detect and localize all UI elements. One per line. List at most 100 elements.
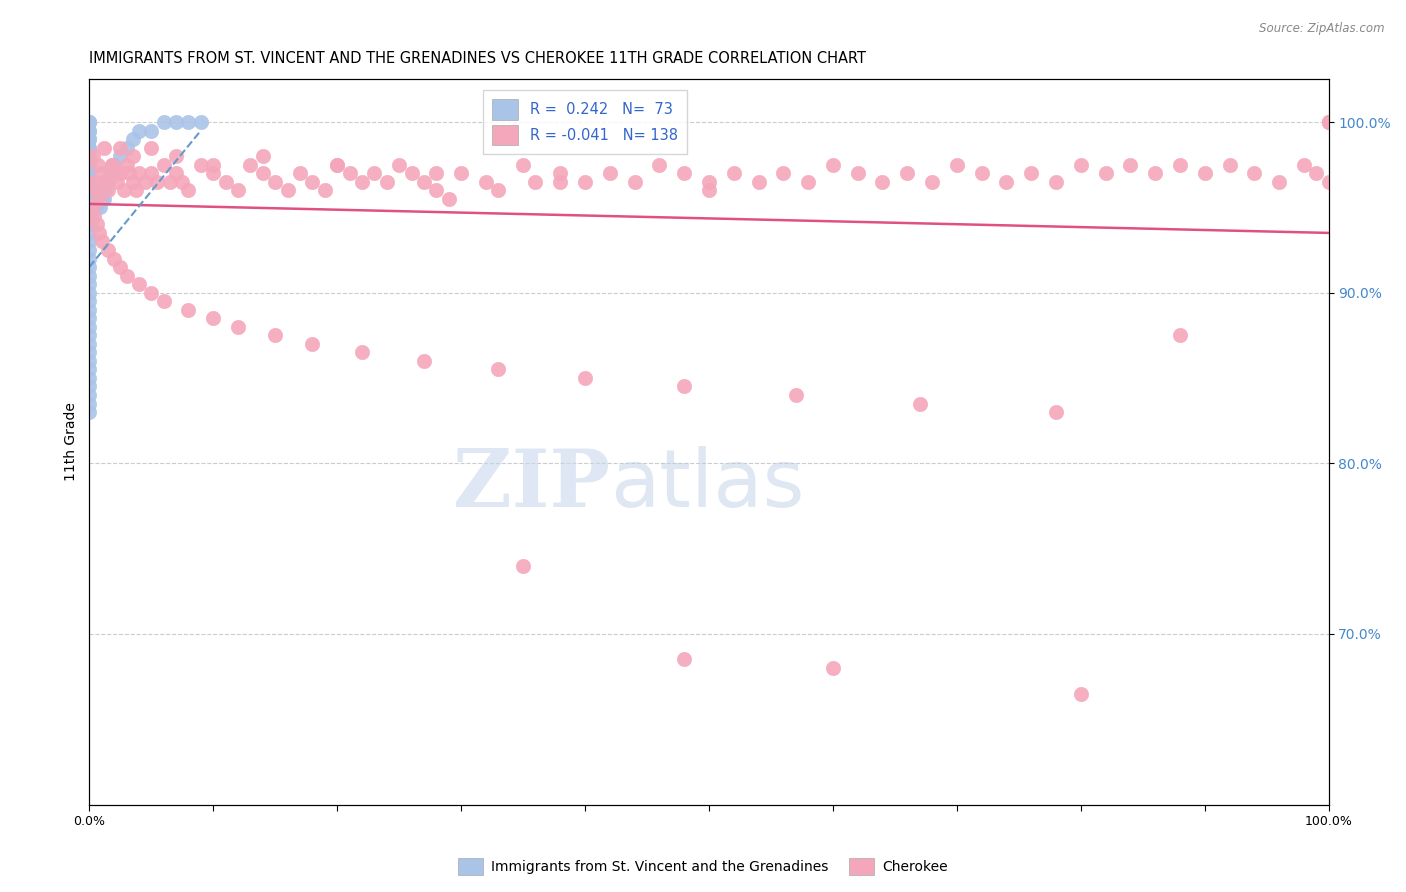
Text: Source: ZipAtlas.com: Source: ZipAtlas.com (1260, 22, 1385, 36)
Point (1317, 115, 1340, 129)
Point (697, 183, 720, 197)
Point (91, 183, 114, 197)
Point (350, 175, 373, 189)
Point (97, 243, 120, 257)
Point (970, 166, 993, 180)
Point (79, 294, 101, 309)
Point (995, 175, 1018, 189)
Point (79, 379, 101, 393)
Point (821, 158, 844, 172)
Point (908, 396, 931, 410)
Point (264, 328, 287, 343)
Point (103, 252, 125, 266)
Point (90, 235, 112, 249)
Point (128, 277, 150, 292)
Point (79, 319, 101, 334)
Point (146, 175, 169, 189)
Point (1292, 158, 1315, 172)
Point (141, 123, 163, 137)
Point (872, 175, 894, 189)
Point (165, 166, 187, 180)
Point (79, 115, 101, 129)
Point (79, 123, 101, 137)
Point (79, 354, 101, 368)
Point (79, 209, 101, 223)
Point (202, 311, 225, 326)
Point (79, 132, 101, 146)
Point (79, 200, 101, 214)
Point (226, 319, 249, 334)
Point (264, 175, 287, 189)
Point (748, 175, 770, 189)
Point (524, 175, 547, 189)
Point (115, 158, 138, 172)
Point (301, 175, 323, 189)
Point (1317, 115, 1340, 129)
Point (413, 354, 436, 368)
Point (82, 175, 104, 189)
Point (87, 158, 110, 172)
Point (79, 183, 101, 197)
Point (79, 311, 101, 326)
Point (697, 175, 720, 189)
Point (1045, 175, 1067, 189)
Point (110, 140, 132, 154)
Point (846, 166, 869, 180)
Point (79, 336, 101, 351)
Point (486, 183, 509, 197)
Point (79, 405, 101, 419)
Legend: R =  0.242   N=  73, R = -0.041   N= 138: R = 0.242 N= 73, R = -0.041 N= 138 (484, 90, 686, 154)
Point (673, 166, 696, 180)
Point (1317, 115, 1340, 129)
Point (79, 175, 101, 189)
Point (1317, 115, 1340, 129)
Point (425, 166, 447, 180)
Point (190, 158, 212, 172)
Point (89, 200, 111, 214)
Point (1168, 328, 1191, 343)
Point (177, 302, 200, 317)
Point (363, 166, 385, 180)
Point (152, 294, 174, 309)
Point (152, 158, 174, 172)
Point (326, 158, 349, 172)
Point (1218, 158, 1240, 172)
Point (79, 192, 101, 206)
Point (1317, 175, 1340, 189)
Point (118, 166, 141, 180)
Point (79, 345, 101, 359)
Point (93, 175, 115, 189)
Point (128, 123, 150, 137)
Point (79, 115, 101, 129)
Point (1194, 166, 1216, 180)
Point (177, 183, 200, 197)
Point (128, 166, 150, 180)
Point (84, 200, 107, 214)
Point (172, 175, 194, 189)
Point (90, 192, 112, 206)
Point (574, 371, 596, 385)
Point (89, 192, 111, 206)
Text: ZIP: ZIP (453, 446, 610, 524)
Point (79, 252, 101, 266)
Point (1144, 166, 1167, 180)
Point (548, 175, 571, 189)
Point (202, 158, 225, 172)
Point (797, 175, 820, 189)
Point (79, 149, 101, 163)
Point (1070, 687, 1092, 701)
Point (475, 175, 498, 189)
Point (89, 192, 111, 206)
Point (1168, 158, 1191, 172)
Point (79, 175, 101, 189)
Point (277, 183, 299, 197)
Point (723, 166, 745, 180)
Point (94, 183, 117, 197)
Point (103, 158, 125, 172)
Point (83, 192, 105, 206)
Point (785, 388, 807, 402)
Point (450, 166, 472, 180)
Point (1243, 166, 1265, 180)
Point (79, 243, 101, 257)
Point (79, 388, 101, 402)
